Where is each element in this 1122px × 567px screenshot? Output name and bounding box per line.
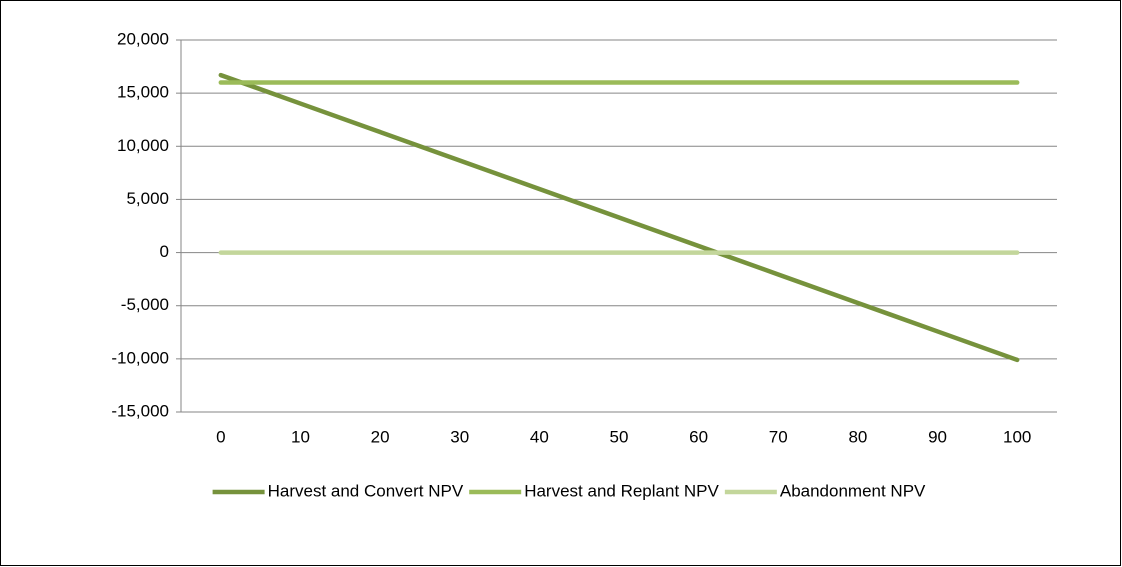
x-tick-label: 60 (689, 427, 708, 446)
x-tick-label: 90 (928, 427, 947, 446)
x-tick-label: 30 (450, 427, 469, 446)
y-tick-label: 15,000 (117, 83, 169, 102)
y-tick-label: -10,000 (111, 348, 169, 367)
x-tick-label: 70 (769, 427, 788, 446)
x-tick-label: 0 (216, 427, 225, 446)
legend-label: Harvest and Convert NPV (268, 481, 464, 500)
x-tick-label: 80 (848, 427, 867, 446)
series-line (218, 72, 1020, 363)
x-tick-label: 10 (291, 427, 310, 446)
x-tick-label: 100 (1003, 427, 1031, 446)
y-tick-label: -15,000 (111, 401, 169, 420)
x-tick-label: 50 (610, 427, 629, 446)
legend: Harvest and Convert NPV Harvest and Repla… (212, 481, 926, 500)
y-tick-label: 5,000 (126, 189, 169, 208)
x-tick-label: 40 (530, 427, 549, 446)
y-tick-label: 10,000 (117, 136, 169, 155)
x-tick-label: 20 (371, 427, 390, 446)
legend-label: Harvest and Replant NPV (524, 481, 719, 500)
y-tick-label: 20,000 (117, 29, 169, 48)
y-tick-label: 0 (160, 242, 169, 261)
legend-label: Abandonment NPV (780, 481, 926, 500)
y-tick-label: -5,000 (121, 295, 169, 314)
